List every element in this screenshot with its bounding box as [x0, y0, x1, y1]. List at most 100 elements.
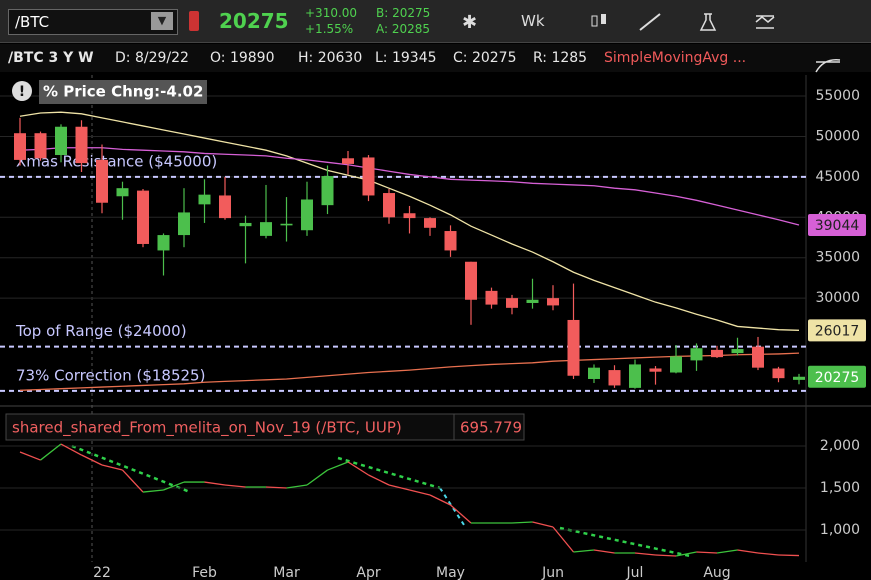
y-tick-label: 2,000 — [820, 438, 860, 454]
candle-body — [403, 213, 416, 219]
study-line — [696, 551, 718, 554]
badge-icon — [12, 81, 32, 101]
candle-body — [362, 157, 375, 196]
x-tick-label: Aug — [703, 565, 730, 580]
study-line — [163, 481, 185, 491]
study-line — [347, 461, 369, 476]
candle-body — [424, 218, 436, 228]
candle-body — [342, 158, 354, 164]
study-line — [634, 552, 656, 556]
chart-title: /BTC 3 Y W — [8, 50, 94, 66]
price-tag — [808, 214, 866, 237]
price-tag-label: 26017 — [815, 323, 860, 339]
study-line — [552, 526, 575, 553]
level-label: Top of Range ($24000) — [15, 322, 187, 340]
candle-body — [157, 235, 170, 251]
x-tick-label: May — [436, 565, 465, 580]
trendline — [559, 526, 691, 558]
study-line — [368, 474, 390, 486]
study-line — [142, 489, 164, 493]
bid: B: 20275 — [376, 6, 431, 20]
study-line — [306, 469, 328, 486]
study-line — [450, 504, 472, 524]
alert-icon[interactable] — [189, 11, 199, 31]
candle-body — [588, 367, 600, 379]
study-line — [122, 469, 144, 493]
candle-body — [547, 298, 559, 306]
study-line — [204, 481, 226, 486]
price-tag — [808, 319, 866, 342]
study-line — [286, 484, 308, 489]
candle-body — [465, 261, 477, 300]
last-price: 20275 — [219, 9, 289, 33]
y-tick-label: 50000 — [815, 128, 860, 144]
candle-body — [34, 133, 47, 159]
candle-icon[interactable] — [591, 15, 598, 27]
study-line — [265, 486, 287, 489]
y-tick-label: 45000 — [815, 169, 860, 185]
x-tick-label: Jul — [626, 565, 644, 580]
date: D: 8/29/22 — [115, 50, 189, 66]
x-tick-label: Apr — [356, 565, 380, 580]
toolbar: /BTC ▼ 20275 +310.00 +1.55% B: 20275 A: … — [0, 0, 871, 43]
low: L: 19345 — [375, 50, 437, 66]
tool-icons — [591, 13, 775, 31]
study-value: 695.779 — [460, 419, 522, 437]
candle-body — [321, 176, 334, 206]
study-line — [737, 549, 759, 554]
x-tick-label: Jun — [541, 565, 564, 580]
candle-body — [383, 193, 395, 218]
pattern-icon[interactable] — [755, 15, 775, 29]
candle-body — [14, 133, 26, 160]
candle-body — [96, 159, 108, 203]
study-line — [655, 554, 677, 557]
close: C: 20275 — [453, 50, 517, 66]
candle-body — [178, 212, 190, 236]
candle-body — [444, 231, 457, 251]
candle-body — [301, 199, 313, 231]
candle-body — [485, 290, 498, 305]
candle-body — [116, 188, 129, 197]
trendline — [337, 456, 441, 490]
draw-icon[interactable] — [639, 13, 661, 31]
y-tick-label: 1,000 — [820, 522, 860, 538]
x-tick-label: 22 — [93, 565, 111, 580]
trendline — [71, 444, 191, 494]
candle-body — [526, 299, 539, 303]
candle-body — [55, 126, 67, 156]
study-line — [388, 484, 410, 491]
study-line — [81, 454, 103, 466]
chart-header: /BTC 3 Y W D: 8/29/22 O: 19890 H: 20630 … — [0, 44, 871, 72]
candle-icon[interactable] — [601, 14, 606, 24]
sma-line — [19, 147, 800, 226]
chart-menu-icon[interactable] — [815, 59, 841, 73]
candle-body — [219, 195, 231, 219]
period[interactable]: Wk — [521, 12, 545, 30]
candle-body — [75, 126, 88, 164]
study-line — [573, 549, 595, 553]
change-pct: +1.55% — [305, 22, 354, 36]
candle-body — [506, 298, 518, 308]
ask: A: 20285 — [376, 22, 431, 36]
candle-body — [137, 190, 149, 244]
sma-line — [19, 111, 800, 331]
study-name[interactable]: SimpleMovingAvg ... — [604, 50, 747, 66]
y-tick-label: 55000 — [815, 88, 860, 104]
y-tick-label: 35000 — [815, 250, 860, 266]
study-line — [60, 443, 82, 456]
study-title-box — [5, 413, 525, 441]
x-tick-label: Mar — [273, 565, 300, 580]
price-tag — [808, 365, 866, 388]
candle-body — [649, 368, 662, 372]
level-label: Xmas Resistance ($45000) — [16, 152, 217, 170]
study-line — [532, 521, 554, 528]
price-tag-label: 39044 — [815, 218, 860, 234]
studies-icon[interactable] — [699, 13, 717, 31]
settings-icon[interactable]: ✱ — [462, 12, 478, 33]
dropdown[interactable]: ▼ — [151, 12, 173, 30]
study-line — [511, 521, 533, 524]
symbol-box[interactable]: /BTC ▼ — [8, 9, 178, 35]
study-line — [19, 451, 41, 461]
